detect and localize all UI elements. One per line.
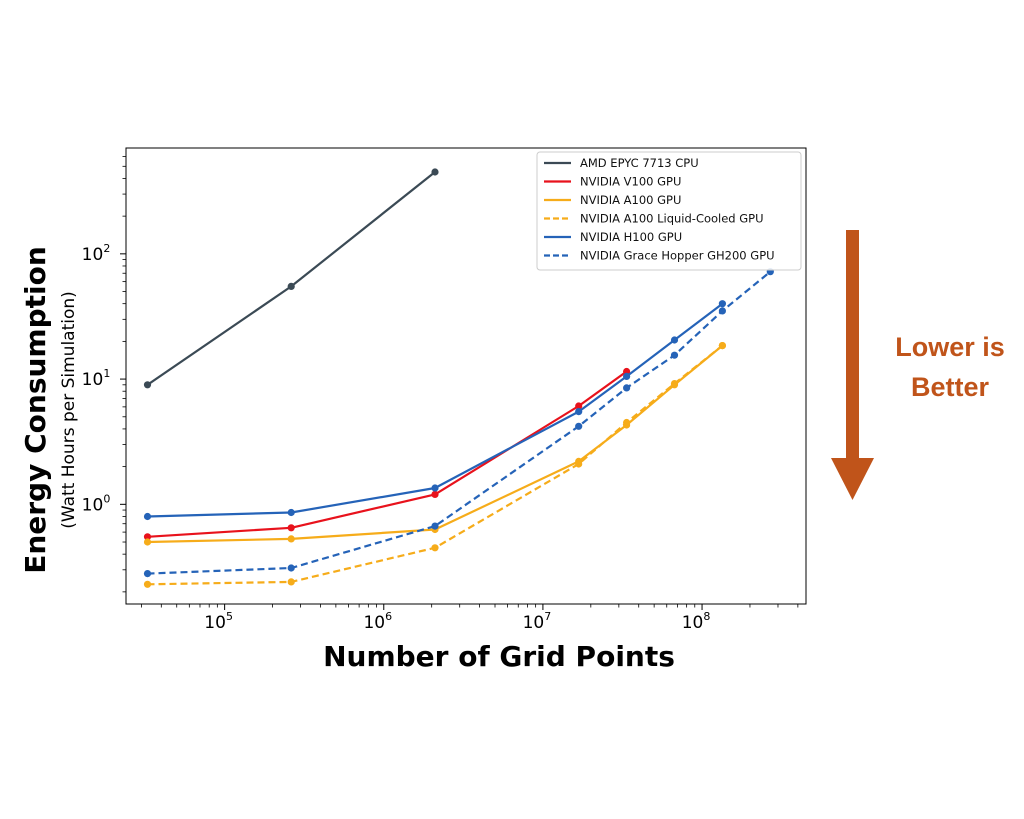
y-axis-sublabel: (Watt Hours per Simulation) (59, 291, 79, 529)
series-line (147, 270, 771, 575)
series-group (143, 367, 631, 541)
plot-area: 105 106 107 108 100 101 102 AMD EPYC 7713 CPU NV… (82, 147, 807, 633)
legend-entry: NVIDIA V100 GPU (580, 175, 681, 189)
data-point (670, 351, 679, 359)
data-point (718, 342, 727, 350)
annotation-line-2: Better (911, 372, 990, 402)
data-point (143, 538, 152, 546)
series-group (143, 300, 727, 521)
data-point (143, 533, 152, 541)
data-point (431, 484, 439, 492)
data-point (431, 544, 439, 552)
series-group (143, 342, 727, 588)
data-point (575, 408, 583, 416)
x-axis-label: Number of Grid Points (323, 640, 675, 673)
data-point (143, 512, 152, 521)
annotation-line-1: Lower is (895, 332, 1005, 362)
data-point (431, 522, 439, 530)
x-tick-label: 107 (523, 610, 552, 633)
lower-is-better-annotation: Lower is Better (831, 230, 1005, 500)
data-point (287, 564, 295, 572)
data-point (143, 580, 152, 588)
data-point (575, 422, 583, 430)
data-point (718, 300, 727, 308)
legend-box (536, 151, 802, 271)
data-point (623, 372, 631, 380)
data-point (670, 380, 679, 388)
x-tick-label: 105 (204, 610, 233, 633)
data-point (287, 524, 295, 532)
data-point (287, 508, 295, 517)
series-line (147, 344, 724, 544)
data-point (143, 570, 152, 578)
data-point (623, 418, 631, 427)
data-point (287, 282, 295, 290)
series-group (143, 268, 774, 578)
down-arrow-icon (831, 458, 874, 500)
data-point (431, 490, 439, 498)
data-point (575, 460, 583, 468)
data-point (287, 578, 295, 586)
down-arrow-shaft (846, 230, 859, 462)
legend-entry: NVIDIA Grace Hopper GH200 GPU (580, 249, 775, 263)
x-tick-label: 108 (682, 610, 711, 633)
legend-entry: NVIDIA A100 Liquid-Cooled GPU (580, 212, 764, 226)
legend-entry: NVIDIA A100 GPU (580, 193, 681, 207)
x-tick-label: 106 (363, 610, 392, 633)
data-point (431, 168, 439, 176)
data-point (718, 307, 727, 315)
y-tick-label: 102 (82, 242, 111, 265)
series-group (143, 168, 439, 389)
series-line (146, 171, 436, 386)
data-point (287, 535, 295, 543)
series-line (147, 370, 628, 538)
y-tick-label: 101 (82, 367, 111, 390)
data-point (143, 381, 152, 389)
axes-frame (125, 147, 807, 605)
y-axis-label: Energy Consumption (19, 246, 52, 574)
legend-entry: NVIDIA H100 GPU (580, 230, 682, 244)
data-point (670, 336, 679, 344)
y-tick-label: 100 (82, 492, 111, 515)
data-point (575, 402, 583, 410)
data-point (623, 384, 631, 392)
legend-entry: AMD EPYC 7713 CPU (580, 156, 699, 170)
